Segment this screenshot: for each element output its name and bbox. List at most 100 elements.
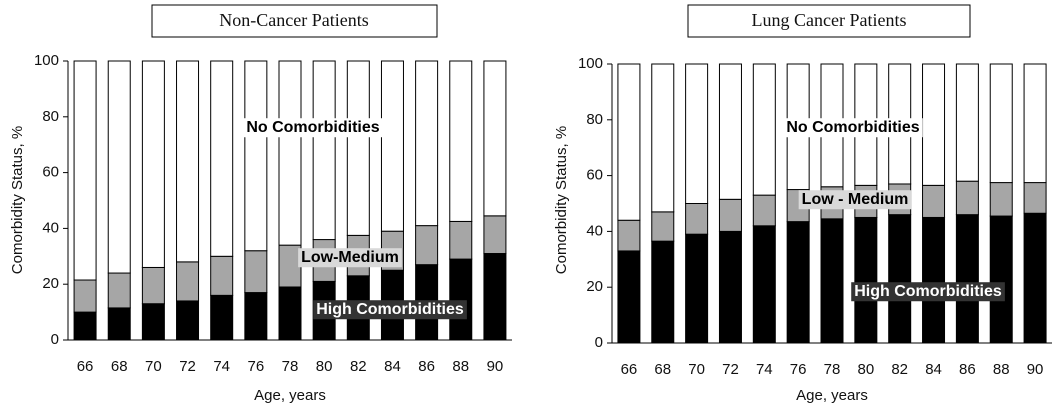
bar-segment xyxy=(617,250,641,344)
x-tick-label: 90 xyxy=(1027,361,1044,378)
bar-segment xyxy=(922,63,946,186)
y-tick-label: 20 xyxy=(42,275,59,292)
bar-segment xyxy=(617,219,641,252)
y-tick-label: 20 xyxy=(586,278,603,295)
bar-segment xyxy=(651,63,675,213)
y-tick-label: 40 xyxy=(586,222,603,239)
bar-segment xyxy=(278,286,302,341)
x-tick-label: 74 xyxy=(213,358,230,375)
label-background xyxy=(851,282,1005,302)
y-tick-label: 100 xyxy=(34,52,59,69)
bar-segment xyxy=(176,261,200,302)
bar-segment xyxy=(989,63,1013,184)
x-tick-label: 80 xyxy=(858,361,875,378)
bar-segment xyxy=(278,244,302,288)
bar-segment xyxy=(651,240,675,344)
y-tick-label: 80 xyxy=(586,111,603,128)
y-tick-label: 0 xyxy=(595,334,603,351)
x-tick-label: 70 xyxy=(145,358,162,375)
bar-segment xyxy=(617,63,641,221)
bar-segment xyxy=(922,184,946,218)
series-label: Low-Medium xyxy=(301,249,399,266)
bar-segment xyxy=(922,216,946,344)
x-tick-label: 76 xyxy=(248,358,265,375)
bar-segment xyxy=(210,294,234,341)
bar-segment xyxy=(415,225,439,266)
bar-segment xyxy=(176,60,200,263)
bar-segment xyxy=(718,63,742,200)
y-tick-label: 0 xyxy=(51,331,59,348)
bar-segment xyxy=(244,250,268,294)
x-tick-label: 72 xyxy=(722,361,739,378)
bar-segment xyxy=(888,214,912,344)
series-label: No Comorbidities xyxy=(786,119,919,136)
y-axis-label: Comorbidity Status, % xyxy=(553,126,570,274)
label-background xyxy=(243,118,383,138)
label-background xyxy=(798,190,912,210)
bar-segment xyxy=(752,225,776,344)
bar-segment xyxy=(107,307,131,341)
x-tick-label: 70 xyxy=(688,361,705,378)
bar-segment xyxy=(955,63,979,182)
series-label: High Comorbidities xyxy=(316,301,464,318)
x-axis-label: Age, years xyxy=(254,387,326,404)
x-tick-label: 80 xyxy=(316,358,333,375)
bar-segment xyxy=(685,203,709,235)
bar-segment xyxy=(651,211,675,242)
x-tick-label: 68 xyxy=(111,358,128,375)
y-tick-label: 40 xyxy=(42,219,59,236)
bar-segment xyxy=(278,60,302,246)
bar-segment xyxy=(73,60,97,281)
bar-segment xyxy=(854,216,878,344)
bar-segment xyxy=(483,253,507,341)
bar-segment xyxy=(820,218,844,344)
y-tick-label: 80 xyxy=(42,108,59,125)
x-tick-label: 88 xyxy=(993,361,1010,378)
y-axis-label: Comorbidity Status, % xyxy=(9,126,26,274)
bar-segment xyxy=(141,303,165,341)
bar-segment xyxy=(380,60,404,232)
x-tick-label: 88 xyxy=(452,358,469,375)
bar-segment xyxy=(786,221,810,344)
bar-segment xyxy=(989,182,1013,217)
x-tick-label: 68 xyxy=(654,361,671,378)
bar-segment xyxy=(483,60,507,217)
chart-title: Non-Cancer Patients xyxy=(219,10,368,30)
bar-segment xyxy=(244,292,268,341)
chart-title: Lung Cancer Patients xyxy=(752,10,907,30)
bar-segment xyxy=(141,60,165,268)
bar-segment xyxy=(107,60,131,274)
bar-segment xyxy=(73,311,97,341)
series-label: High Comorbidities xyxy=(854,283,1002,300)
bar-segment xyxy=(718,198,742,232)
bar-segment xyxy=(685,233,709,344)
bar-segment xyxy=(449,220,473,260)
bar-segment xyxy=(244,60,268,252)
bar-segment xyxy=(1023,212,1047,344)
bar-segment xyxy=(210,60,234,257)
y-tick-label: 100 xyxy=(578,55,603,72)
bar-segment xyxy=(955,214,979,344)
bar-segment xyxy=(752,194,776,227)
bar-segment xyxy=(1023,63,1047,184)
bar-segment xyxy=(346,60,370,236)
bar-segment xyxy=(685,63,709,204)
x-tick-label: 78 xyxy=(824,361,841,378)
label-background xyxy=(783,118,923,138)
bar-segment xyxy=(718,230,742,344)
bar-segment xyxy=(1023,182,1047,214)
x-tick-label: 86 xyxy=(959,361,976,378)
bar-segment xyxy=(73,279,97,313)
x-tick-label: 66 xyxy=(77,358,94,375)
bar-segment xyxy=(415,60,439,227)
bar-segment xyxy=(449,60,473,222)
x-axis-label: Age, years xyxy=(796,387,868,404)
x-tick-label: 82 xyxy=(350,358,367,375)
x-tick-label: 78 xyxy=(282,358,299,375)
bar-segment xyxy=(141,266,165,305)
y-tick-label: 60 xyxy=(586,167,603,184)
label-background xyxy=(313,300,467,320)
bar-segment xyxy=(449,258,473,341)
series-label: Low - Medium xyxy=(802,191,909,208)
